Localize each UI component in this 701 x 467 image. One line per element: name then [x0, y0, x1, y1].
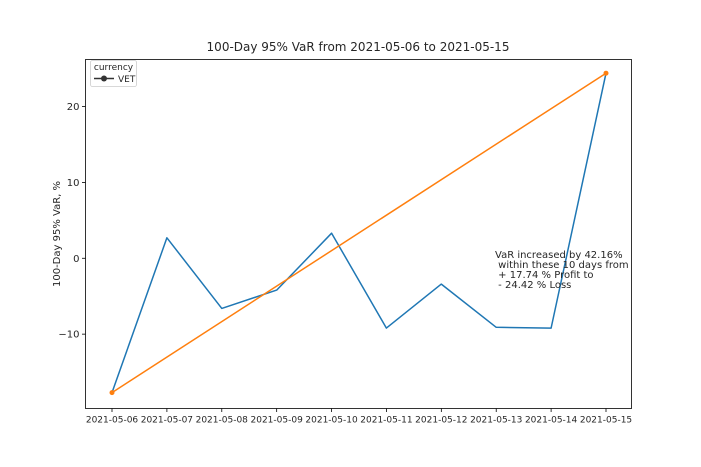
y-axis-label: 100-Day 95% VaR, %: [52, 181, 63, 287]
annotation-line-2: within these 10 days from: [495, 260, 629, 271]
legend-title: currency: [94, 63, 134, 73]
trend-endpoint-marker-1: [109, 390, 115, 396]
x-tick-label: 2021-05-15: [580, 416, 632, 426]
x-tick-label: 2021-05-06: [86, 416, 139, 426]
chart-title: 100-Day 95% VaR from 2021-05-06 to 2021-…: [207, 40, 510, 54]
x-tick-label: 2021-05-12: [415, 416, 467, 426]
x-tick-label: 2021-05-08: [196, 416, 249, 426]
x-tick-label: 2021-05-13: [470, 416, 522, 426]
y-tick-label: 20: [67, 102, 80, 113]
legend-entry-label: VET: [118, 75, 136, 85]
y-tick-label: 10: [67, 178, 80, 189]
annotation-line-3: + 17.74 % Profit to: [495, 270, 594, 281]
series-line-trend: [111, 72, 607, 394]
trend-endpoint-marker-2: [603, 70, 609, 76]
axes: 2021-05-06 2021-05-07 2021-05-08 2021-05-09…: [58, 102, 632, 425]
annotation-text: VaR increased by 42.16% within these 10 …: [495, 250, 629, 291]
x-tick-label: 2021-05-11: [360, 416, 412, 426]
y-tick-label: 0: [73, 254, 79, 265]
x-tick-label: 2021-05-07: [141, 416, 193, 426]
y-tick-label: −10: [58, 330, 79, 341]
x-tick-label: 2021-05-10: [305, 416, 358, 426]
legend-swatch-marker: [101, 75, 107, 82]
axes-frame: [85, 59, 632, 409]
x-tick-label: 2021-05-14: [525, 416, 578, 426]
plot-area: [109, 70, 609, 396]
legend: currency VET: [90, 60, 137, 87]
annotation-line-4: - 24.42 % Loss: [495, 280, 571, 291]
x-tick-label: 2021-05-09: [251, 416, 304, 426]
annotation-line-1: VaR increased by 42.16%: [495, 250, 623, 261]
series-line-vet: [111, 73, 607, 393]
